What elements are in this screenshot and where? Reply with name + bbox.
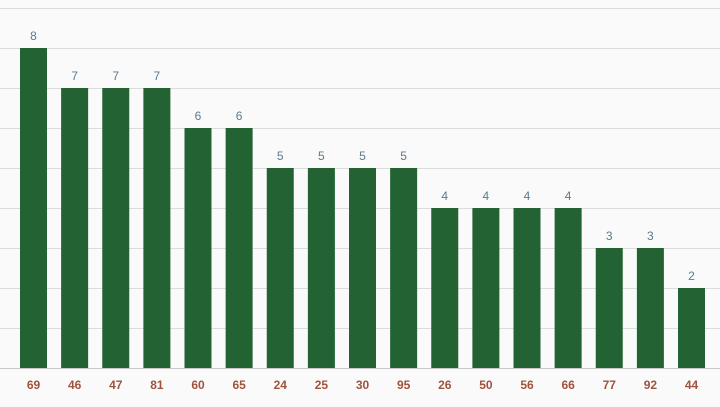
value-label-46: 7 xyxy=(71,69,78,83)
x-tick-label-60: 60 xyxy=(191,378,205,392)
value-label-65: 6 xyxy=(236,109,243,123)
x-tick-label-92: 92 xyxy=(644,378,658,392)
value-label-26: 4 xyxy=(441,189,448,203)
bar-56 xyxy=(513,208,541,368)
x-tick-label-56: 56 xyxy=(520,378,534,392)
value-label-92: 3 xyxy=(647,229,654,243)
value-label-69: 8 xyxy=(30,29,37,43)
value-label-81: 7 xyxy=(154,69,161,83)
bar-69 xyxy=(20,48,47,368)
value-label-47: 7 xyxy=(112,69,119,83)
x-tick-label-47: 47 xyxy=(109,378,123,392)
value-label-25: 5 xyxy=(318,149,325,163)
x-tick-label-95: 95 xyxy=(397,378,411,392)
bar-24 xyxy=(266,168,294,368)
x-tick-label-44: 44 xyxy=(685,378,699,392)
x-tick-label-69: 69 xyxy=(27,378,41,392)
bar-95 xyxy=(390,168,418,368)
value-label-77: 3 xyxy=(606,229,613,243)
x-tick-label-65: 65 xyxy=(232,378,246,392)
bar-65 xyxy=(225,128,253,368)
x-tick-label-77: 77 xyxy=(603,378,617,392)
value-label-60: 6 xyxy=(195,109,202,123)
value-label-24: 5 xyxy=(277,149,284,163)
x-tick-label-26: 26 xyxy=(438,378,452,392)
value-label-66: 4 xyxy=(565,189,572,203)
bar-25 xyxy=(307,168,335,368)
x-tick-label-66: 66 xyxy=(561,378,575,392)
bar-77 xyxy=(595,248,623,368)
bar-92 xyxy=(636,248,664,368)
bar-60 xyxy=(184,128,212,368)
bar-26 xyxy=(431,208,459,368)
bar-50 xyxy=(472,208,500,368)
bar-81 xyxy=(143,88,171,368)
x-tick-labels: 69 46 47 81 60 65 24 25 30 95 26 50 56 66 77 92 44 xyxy=(27,378,699,392)
bar-44 xyxy=(678,288,705,368)
value-labels: 8 7 7 7 6 6 5 5 5 5 4 4 4 4 3 3 2 xyxy=(30,29,695,283)
bar-47 xyxy=(102,88,130,368)
value-label-44: 2 xyxy=(688,269,695,283)
x-tick-label-24: 24 xyxy=(274,378,288,392)
x-tick-label-46: 46 xyxy=(68,378,82,392)
bar-46 xyxy=(61,88,89,368)
x-tick-label-25: 25 xyxy=(315,378,329,392)
value-label-50: 4 xyxy=(483,189,490,203)
value-label-95: 5 xyxy=(400,149,407,163)
value-label-30: 5 xyxy=(359,149,366,163)
bar-30 xyxy=(349,168,376,368)
bar-66 xyxy=(554,208,582,368)
x-tick-label-81: 81 xyxy=(150,378,164,392)
x-tick-label-50: 50 xyxy=(479,378,493,392)
x-tick-label-30: 30 xyxy=(356,378,370,392)
bars xyxy=(20,48,705,368)
value-label-56: 4 xyxy=(524,189,531,203)
